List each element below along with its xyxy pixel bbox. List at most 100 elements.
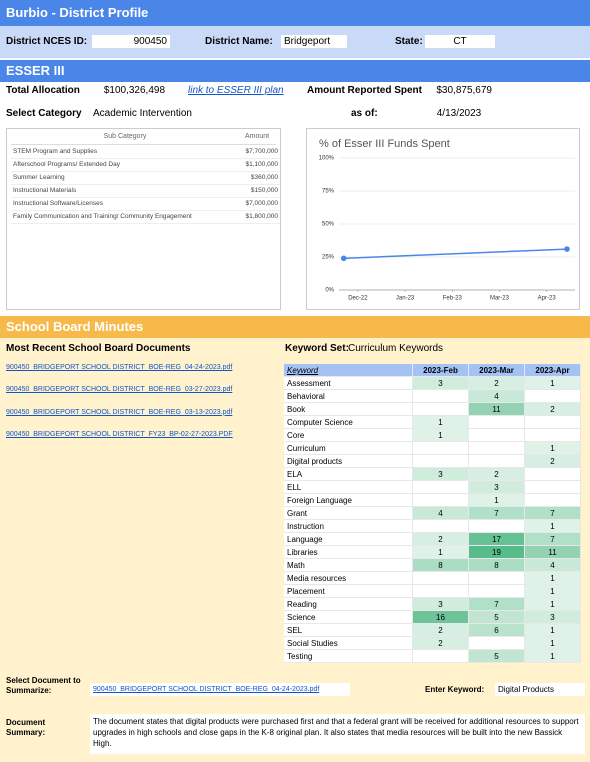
y-tick-label: 25% bbox=[322, 255, 335, 261]
amount: $1,800,000 bbox=[245, 213, 278, 220]
y-tick-label: 50% bbox=[322, 222, 335, 228]
keyword-input[interactable]: Digital Products bbox=[495, 683, 585, 696]
document-link[interactable]: 900450_BRIDGEPORT SCHOOL DISTRICT_BOE-RE… bbox=[6, 408, 233, 416]
keyword-count: 19 bbox=[469, 546, 525, 559]
label: Select Category bbox=[6, 108, 82, 119]
point bbox=[340, 255, 347, 262]
keyword: Social Studies bbox=[284, 637, 413, 650]
label: as of: bbox=[351, 108, 378, 119]
keyword-count: 1 bbox=[525, 377, 581, 390]
keyword: Reading bbox=[284, 598, 413, 611]
keyword-count bbox=[525, 481, 581, 494]
label: District NCES ID: bbox=[6, 36, 88, 47]
label: State: bbox=[395, 36, 423, 47]
heading: Most Recent School Board Documents bbox=[6, 343, 191, 354]
rule bbox=[11, 144, 276, 145]
keyword: Foreign Language bbox=[284, 494, 413, 507]
sub-category: Summer Learning bbox=[13, 174, 65, 181]
value: 900450 bbox=[92, 35, 170, 48]
keyword-count bbox=[413, 650, 469, 663]
keyword: Digital products bbox=[284, 455, 413, 468]
keyword-count: 2 bbox=[413, 624, 469, 637]
keyword-count: 2 bbox=[469, 468, 525, 481]
keyword-count bbox=[525, 468, 581, 481]
document-link[interactable]: 900450_BRIDGEPORT SCHOOL DISTRICT_BOE-RE… bbox=[6, 364, 233, 371]
chart-title: % of Esser III Funds Spent bbox=[319, 138, 450, 150]
summary: The document states that digital product… bbox=[90, 714, 585, 754]
section-title: School Board Minutes bbox=[0, 316, 590, 338]
keyword: Language bbox=[284, 533, 413, 546]
keyword: Placement bbox=[284, 585, 413, 598]
keyword: Science bbox=[284, 611, 413, 624]
column-header: Keyword bbox=[284, 364, 413, 377]
keyword: Behavioral bbox=[284, 390, 413, 403]
document-link[interactable]: 900450_BRIDGEPORT SCHOOL DISTRICT_FY23_B… bbox=[6, 431, 233, 439]
amount: $150,000 bbox=[250, 187, 278, 194]
value: Curriculum Keywords bbox=[348, 343, 444, 354]
category-select[interactable]: Academic Intervention bbox=[90, 107, 222, 120]
label: Amount Reported Spent bbox=[307, 85, 422, 96]
keyword: ELL bbox=[284, 481, 413, 494]
keyword-count bbox=[469, 416, 525, 429]
keyword-count bbox=[413, 585, 469, 598]
keyword-count bbox=[413, 390, 469, 403]
keyword-count: 2 bbox=[413, 533, 469, 546]
keyword-count: 1 bbox=[525, 624, 581, 637]
keyword-count: 2 bbox=[413, 637, 469, 650]
keyword-count: 2 bbox=[525, 403, 581, 416]
keyword-table: Keyword 2023-Feb 2023-Mar 2023-Apr Assessmen… bbox=[284, 364, 581, 663]
keyword-count: 4 bbox=[413, 507, 469, 520]
keyword: Testing bbox=[284, 650, 413, 663]
sub-category: Instructional Software/Licenses bbox=[13, 200, 103, 207]
keyword-count bbox=[413, 442, 469, 455]
document-select[interactable]: 900450_BRIDGEPORT SCHOOL DISTRICT_BOE-RE… bbox=[90, 683, 350, 696]
keyword-count: 5 bbox=[469, 611, 525, 624]
chart: % of Esser III Funds Spent 0% 25% 50% 75% 100… bbox=[319, 138, 575, 302]
chart-box: % of Esser III Funds Spent 0% 25% 50% 75% 100… bbox=[306, 128, 580, 310]
keyword-count: 1 bbox=[525, 442, 581, 455]
keyword: Core bbox=[284, 429, 413, 442]
x-tick-label: Apr-23 bbox=[538, 296, 557, 302]
page-title: Burbio - District Profile bbox=[0, 0, 590, 26]
keyword-count bbox=[413, 481, 469, 494]
section-title: ESSER III bbox=[0, 60, 590, 82]
keyword: Assessment bbox=[284, 377, 413, 390]
keyword: Computer Science bbox=[284, 416, 413, 429]
keyword-count: 11 bbox=[469, 403, 525, 416]
keyword: SEL bbox=[284, 624, 413, 637]
keyword-count: 1 bbox=[525, 637, 581, 650]
document-link[interactable]: 900450_BRIDGEPORT SCHOOL DISTRICT_BOE-RE… bbox=[6, 386, 233, 394]
keyword-count: 1 bbox=[525, 572, 581, 585]
plan-link[interactable]: link to ESSER III plan bbox=[188, 85, 284, 96]
value: 4/13/2023 bbox=[423, 107, 495, 120]
x-tick-label: Mar-23 bbox=[490, 296, 510, 302]
label: Total Allocation bbox=[6, 85, 80, 96]
keyword-count: 1 bbox=[525, 650, 581, 663]
amount: $1,100,000 bbox=[245, 161, 278, 168]
keyword-count: 2 bbox=[525, 455, 581, 468]
keyword-count: 1 bbox=[469, 494, 525, 507]
keyword: Math bbox=[284, 559, 413, 572]
keyword-count: 8 bbox=[413, 559, 469, 572]
keyword-count: 6 bbox=[469, 624, 525, 637]
label: Enter Keyword: bbox=[425, 685, 485, 694]
keyword-count bbox=[469, 520, 525, 533]
keyword-count bbox=[525, 390, 581, 403]
column-header: Amount bbox=[244, 133, 270, 140]
rule bbox=[11, 171, 280, 172]
subcategory-table: Sub Category Amount STEM Program and Suppl… bbox=[6, 128, 281, 310]
label: District Name: bbox=[205, 36, 273, 47]
column-header: 2023-Apr bbox=[525, 364, 581, 377]
x-tick-label: Dec-22 bbox=[348, 296, 368, 302]
x-tick-label: Feb-23 bbox=[443, 296, 463, 302]
keyword-count: 2 bbox=[469, 377, 525, 390]
label: Document Summary: bbox=[6, 718, 46, 737]
keyword-count: 7 bbox=[525, 533, 581, 546]
keyword-count bbox=[413, 572, 469, 585]
keyword-count: 1 bbox=[525, 520, 581, 533]
keyword-count bbox=[469, 442, 525, 455]
keyword-count bbox=[469, 637, 525, 650]
keyword: Book bbox=[284, 403, 413, 416]
keyword-count bbox=[413, 520, 469, 533]
y-tick-label: 0% bbox=[325, 288, 334, 294]
